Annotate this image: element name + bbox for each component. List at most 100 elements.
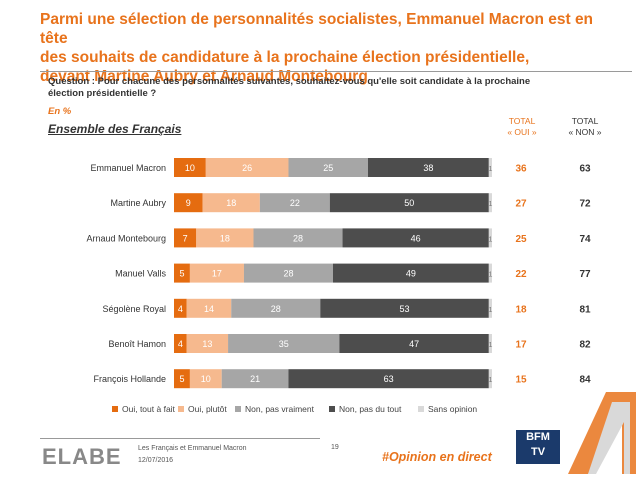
bar-value-label: 49	[406, 269, 416, 279]
total-oui-value: 17	[515, 340, 527, 351]
bar-value-label: 18	[220, 233, 230, 243]
segment-label: Ensemble des Français	[48, 122, 182, 136]
bar-segment	[174, 334, 187, 353]
legend-swatch	[112, 406, 118, 412]
bar-value-label: 13	[202, 339, 212, 349]
total-non-value: 84	[579, 375, 591, 386]
bar-value-label: 35	[279, 339, 289, 349]
bar-value-label: 25	[323, 163, 333, 173]
bar-value-label: 7	[183, 233, 188, 243]
bar-segment	[488, 369, 492, 389]
legend-label: Non, pas vraiment	[245, 404, 314, 414]
category-label: Manuel Valls	[115, 269, 166, 279]
bar-value-label: 10	[185, 163, 195, 173]
total-oui-header-line1: TOTAL	[508, 116, 536, 126]
bar-segment	[488, 193, 492, 213]
bar-segment	[186, 334, 229, 353]
category-label: Ségolène Royal	[102, 304, 166, 314]
bar-segment	[174, 369, 190, 389]
bar-value-label: 50	[404, 198, 414, 208]
bfm-logo-line2: TV	[530, 446, 546, 458]
bar-value-label: 1	[488, 272, 492, 279]
legend-swatch	[235, 406, 241, 412]
legend-label: Non, pas du tout	[339, 404, 402, 414]
total-oui-value: 25	[515, 234, 527, 245]
bar-value-label: 4	[178, 304, 183, 314]
bar-value-label: 22	[290, 198, 300, 208]
bar-segment	[174, 263, 190, 283]
bar-value-label: 1	[488, 377, 492, 384]
category-label: Arnaud Montebourg	[86, 233, 166, 243]
bar-value-label: 21	[250, 374, 260, 384]
title-line-2: des souhaits de candidature à la prochai…	[40, 49, 530, 66]
bar-segment	[488, 298, 492, 318]
bar-segment	[189, 263, 244, 283]
footer-source: Les Français et Emmanuel Macron 12/07/20…	[138, 443, 247, 467]
unit-label: En %	[48, 106, 72, 117]
bar-segment	[488, 263, 492, 283]
bar-segment	[174, 193, 203, 213]
bar-segment	[488, 228, 492, 248]
bar-value-label: 14	[204, 304, 214, 314]
total-non-value: 81	[579, 304, 591, 315]
bar-segment	[342, 228, 489, 248]
bar-value-label: 5	[179, 374, 184, 384]
legend-label: Oui, tout à fait	[122, 404, 175, 414]
bar-segment	[259, 193, 330, 213]
hashtag: #Opinion en direct	[382, 450, 492, 464]
total-oui-value: 22	[515, 269, 527, 280]
bar-value-label: 10	[201, 374, 211, 384]
legend-swatch	[418, 406, 424, 412]
bfm-logo-line1: BFM	[526, 431, 550, 443]
bar-segment	[243, 263, 333, 283]
total-non-header-line1: TOTAL	[571, 116, 599, 126]
bar-value-label: 28	[283, 269, 293, 279]
total-oui-header: TOTAL « OUI »	[492, 116, 552, 138]
legend-item: Non, pas vraiment	[235, 404, 314, 414]
category-label: Benoît Hamon	[108, 339, 166, 349]
total-oui-header-line2: « OUI »	[507, 127, 537, 137]
total-non-value: 74	[579, 234, 591, 245]
bar-value-label: 1	[488, 342, 492, 349]
brand-a-graphic	[568, 392, 636, 474]
title-divider	[40, 71, 632, 72]
bar-segment	[320, 298, 489, 318]
legend-label: Oui, plutôt	[188, 404, 227, 414]
bar-segment	[288, 369, 489, 389]
total-non-header-line2: « NON »	[568, 127, 602, 137]
total-non-value: 63	[579, 164, 591, 175]
footer-divider	[40, 438, 320, 439]
bar-segment	[228, 334, 340, 353]
bar-value-label: 1	[488, 236, 492, 243]
total-non-value: 77	[579, 269, 591, 280]
bar-segment	[202, 193, 260, 213]
category-label: Martine Aubry	[110, 198, 166, 208]
bar-value-label: 17	[212, 269, 222, 279]
bar-value-label: 46	[411, 233, 421, 243]
bar-value-label: 4	[178, 339, 183, 349]
total-oui-value: 18	[515, 304, 527, 315]
footer-source-title: Les Français et Emmanuel Macron	[138, 445, 247, 452]
legend-swatch	[329, 406, 335, 412]
total-non-header: TOTAL « NON »	[555, 116, 615, 138]
total-oui-value: 15	[515, 375, 527, 386]
total-non-value: 82	[579, 340, 591, 351]
bar-value-label: 1	[488, 166, 492, 173]
legend-item: Sans opinion	[418, 404, 477, 414]
bar-segment	[186, 298, 232, 318]
bar-segment	[333, 263, 489, 283]
bar-value-label: 63	[384, 374, 394, 384]
bar-value-label: 1	[488, 307, 492, 314]
elabe-logo: ELABE	[42, 444, 122, 469]
bar-segment	[189, 369, 222, 389]
page-title: Parmi une sélection de personnalités soc…	[40, 10, 600, 86]
total-oui-value: 36	[515, 164, 527, 175]
legend-swatch	[178, 406, 184, 412]
bar-segment	[231, 298, 321, 318]
legend-label: Sans opinion	[428, 404, 478, 414]
bar-value-label: 47	[409, 339, 419, 349]
page-number: 19	[331, 444, 339, 451]
bar-value-label: 53	[400, 304, 410, 314]
bfm-tv-logo: BFM TV	[516, 430, 560, 464]
bar-value-label: 26	[242, 163, 252, 173]
